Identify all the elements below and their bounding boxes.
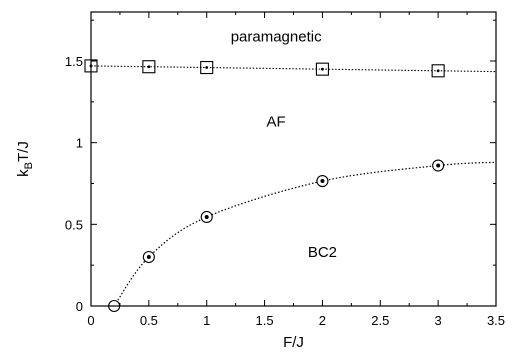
x-tick-label: 1 [203, 313, 210, 328]
x-axis-label: F/J [283, 334, 304, 351]
y-tick-label: 0 [76, 299, 83, 314]
y-tick-label: 0.5 [65, 217, 83, 232]
paramagnetic-af-boundary-line [90, 65, 497, 73]
x-tick-label: 3.5 [487, 313, 505, 328]
square-marker-center [205, 66, 209, 69]
square-marker [200, 60, 214, 75]
square-marker [315, 62, 329, 76]
x-tick-label: 2.5 [371, 313, 389, 328]
circle-marker-center [146, 255, 151, 259]
square-marker-center [321, 67, 324, 71]
plot-frame [90, 11, 497, 307]
region-label: paramagnetic [231, 28, 322, 45]
square-marker [431, 64, 445, 78]
circle-marker-center [204, 214, 209, 219]
x-tick-label: 0 [87, 313, 94, 328]
circle-marker-center [436, 163, 441, 168]
x-tick-label: 0.5 [140, 313, 158, 328]
region-label: BC2 [308, 244, 337, 261]
af-bc2-boundary-curve [113, 161, 497, 307]
y-tick-label: 1.5 [65, 54, 83, 69]
y-tick-label: 1 [76, 136, 83, 151]
x-tick-label: 1.5 [256, 313, 274, 328]
square-marker-center [147, 65, 151, 69]
region-label: AF [267, 113, 286, 130]
x-tick-label: 2 [319, 313, 326, 328]
y-axis-label: kBT/J [15, 141, 35, 177]
square-marker-center [436, 69, 440, 73]
square-marker [142, 60, 156, 74]
x-tick-label: 3 [435, 313, 442, 328]
circle-marker-center [320, 179, 325, 184]
